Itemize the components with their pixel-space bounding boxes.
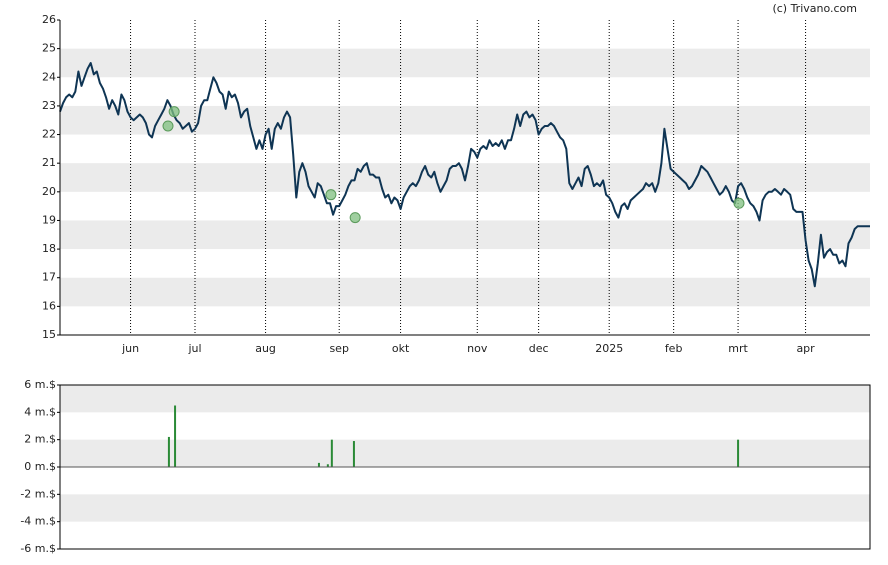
stripe: [60, 385, 870, 413]
y-tick-label: 18: [42, 242, 56, 255]
stripe: [60, 220, 870, 250]
stripe: [60, 277, 870, 307]
event-marker: [168, 106, 180, 118]
volume-bar: [167, 436, 170, 467]
x-tick-label: nov: [467, 342, 488, 355]
stripe: [60, 105, 870, 135]
x-tick-label: jun: [121, 342, 139, 355]
y-tick-label: -2 m.$: [20, 487, 56, 500]
volume-bar: [317, 462, 320, 467]
x-tick-label: mrt: [728, 342, 748, 355]
y-tick-label: 26: [42, 13, 56, 26]
x-tick-label: feb: [665, 342, 683, 355]
frame: [59, 384, 871, 550]
y-tick-label: 20: [42, 185, 56, 198]
stripe: [60, 48, 870, 78]
y-tick-label: -4 m.$: [20, 515, 56, 528]
volume-bar: [174, 405, 177, 467]
volume-bar: [352, 441, 355, 467]
x-tick-label: jul: [187, 342, 201, 355]
y-tick-label: 15: [42, 328, 56, 341]
y-tick-label: 0 m.$: [24, 460, 56, 473]
y-tick-label: 2 m.$: [24, 433, 56, 446]
stripe: [60, 494, 870, 522]
event-marker: [349, 212, 361, 224]
x-tick-label: 2025: [595, 342, 623, 355]
y-tick-label: 17: [42, 271, 56, 284]
x-tick-label: aug: [255, 342, 276, 355]
y-tick-label: 23: [42, 99, 56, 112]
y-tick-label: 4 m.$: [24, 405, 56, 418]
event-marker: [733, 197, 745, 209]
y-tick-label: 25: [42, 42, 56, 55]
event-marker: [162, 120, 174, 132]
volume-bar: [326, 464, 329, 467]
x-tick-label: apr: [796, 342, 815, 355]
y-tick-label: 19: [42, 213, 56, 226]
y-tick-label: 16: [42, 299, 56, 312]
y-tick-label: 24: [42, 70, 56, 83]
x-tick-label: okt: [392, 342, 410, 355]
x-tick-label: dec: [529, 342, 549, 355]
y-tick-label: 6 m.$: [24, 378, 56, 391]
event-marker: [325, 189, 337, 201]
stripe: [60, 439, 870, 467]
x-tick-label: sep: [329, 342, 348, 355]
y-tick-label: 21: [42, 156, 56, 169]
volume-bar: [737, 439, 740, 467]
credit: (c) Trivano.com: [772, 2, 857, 15]
y-tick-label: 22: [42, 128, 56, 141]
volume-bar: [330, 439, 333, 467]
y-tick-label: -6 m.$: [20, 542, 56, 555]
